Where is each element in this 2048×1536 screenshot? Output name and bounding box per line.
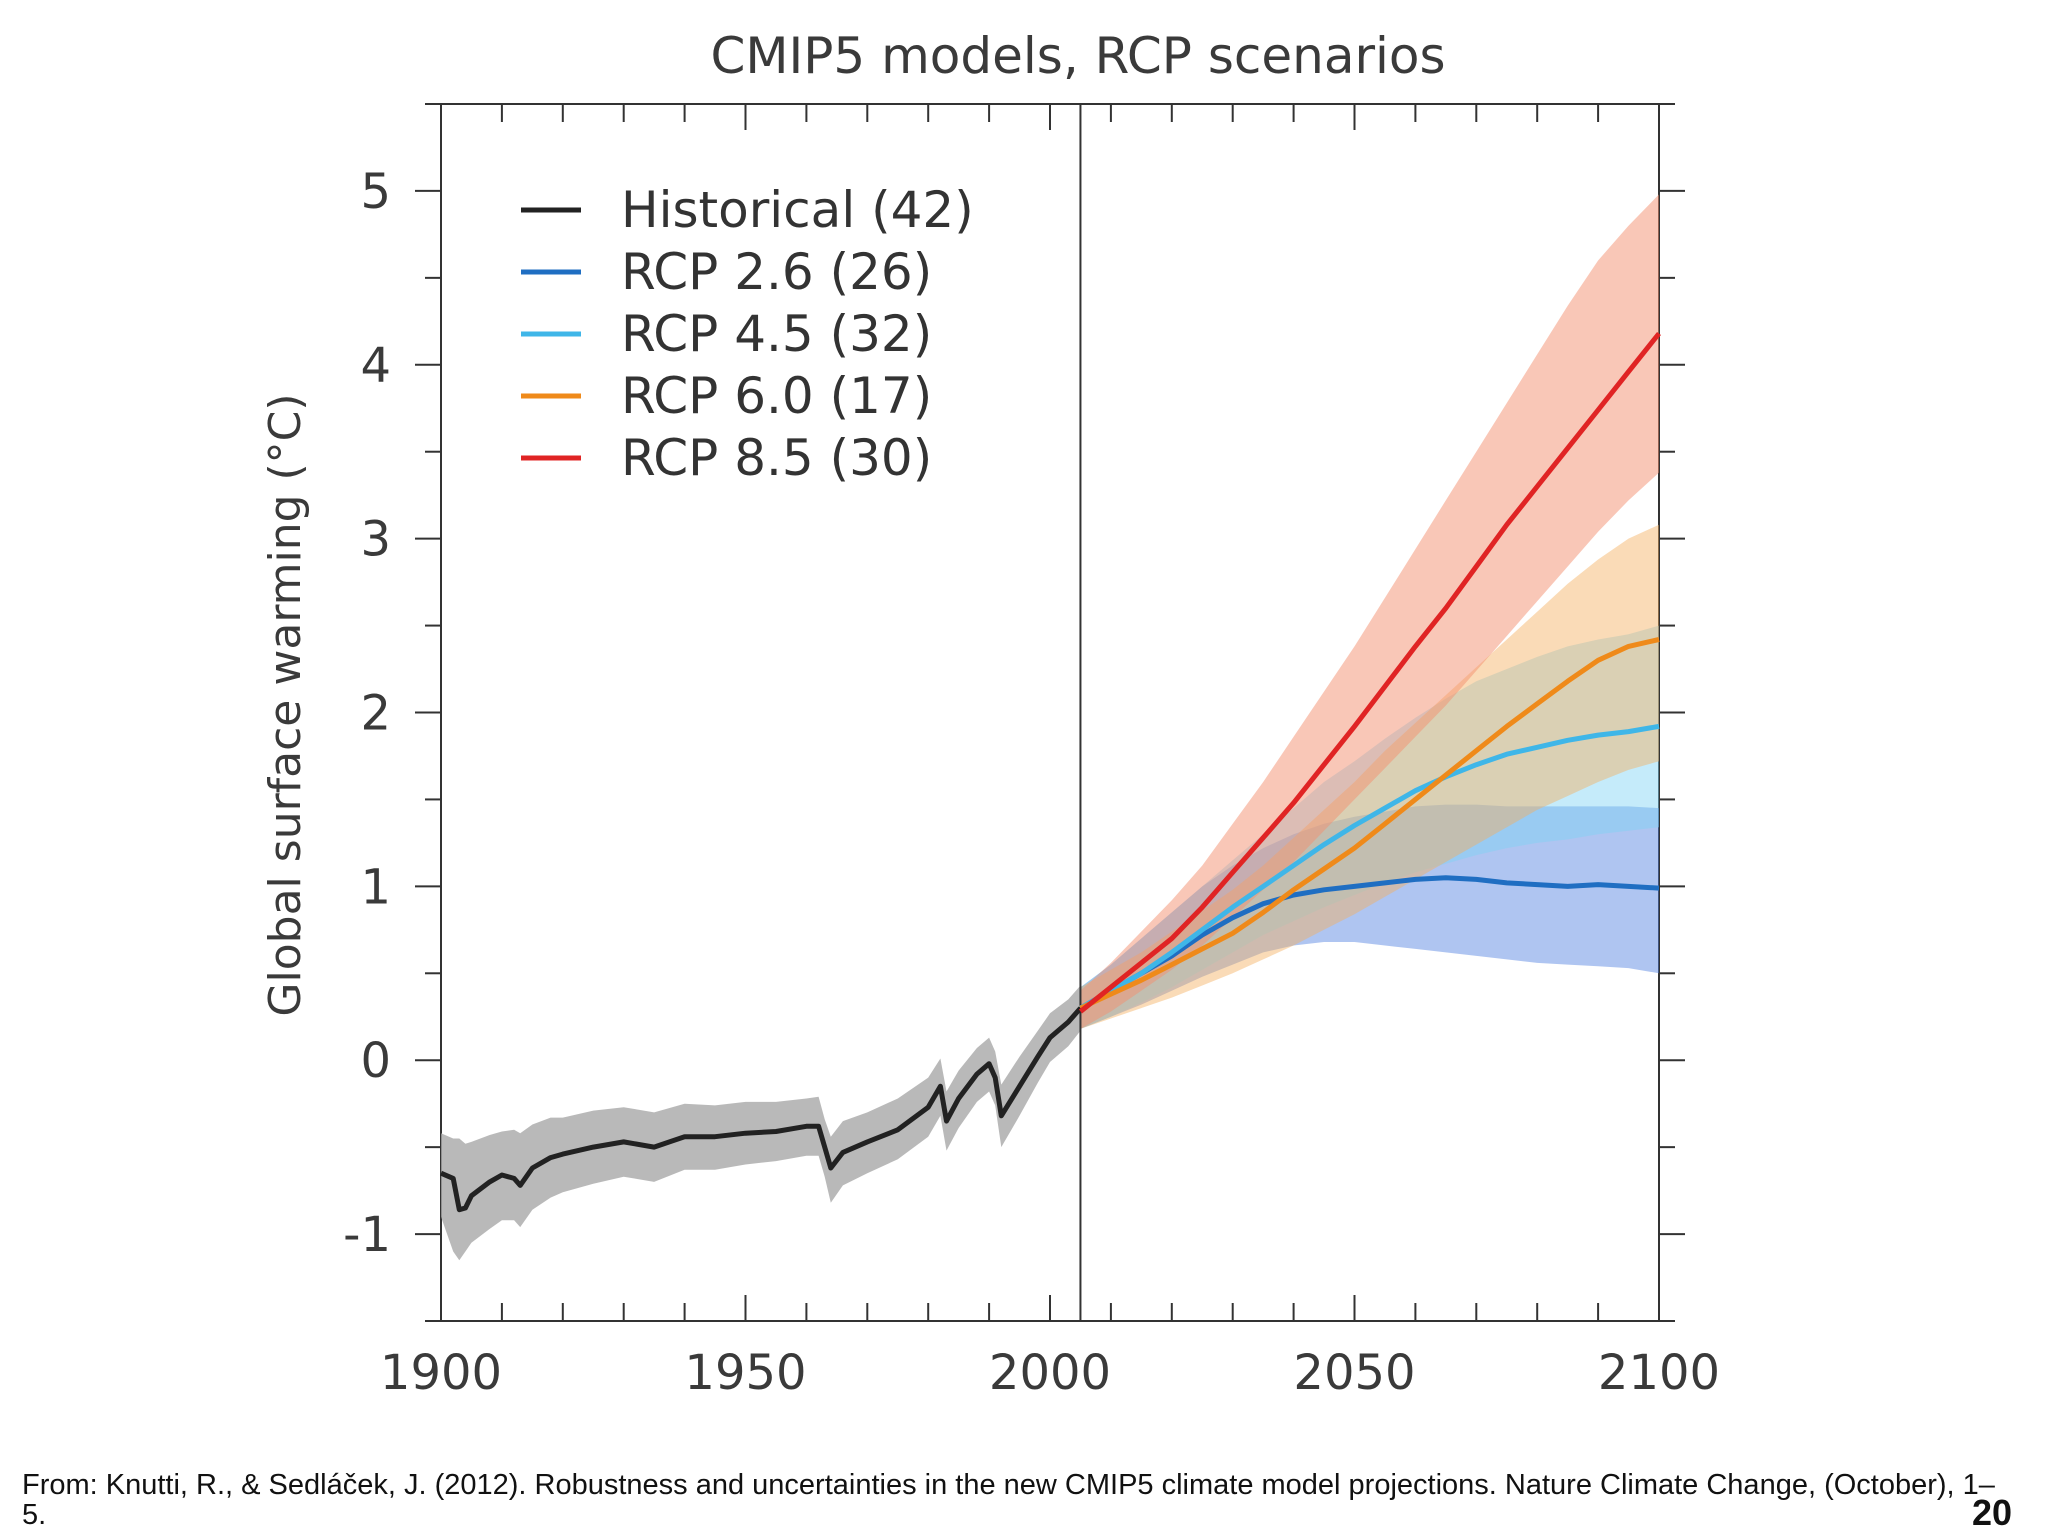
legend-label-4: RCP 8.5 (30): [621, 429, 932, 487]
legend: Historical (42)RCP 2.6 (26)RCP 4.5 (32)R…: [521, 181, 974, 487]
series-line-2: [1079, 723, 1660, 1011]
y-tick-label: 1: [360, 859, 391, 915]
y-tick-label: 5: [360, 164, 391, 220]
series-line-0: [440, 1006, 1083, 1213]
legend-label-3: RCP 6.0 (17): [621, 367, 932, 425]
series-line-4: [1078, 331, 1661, 1014]
y-tick-label: 0: [360, 1033, 391, 1089]
x-tick-label: 2000: [989, 1345, 1111, 1401]
plot-area: 1900 1950 2000 2050 2100 -1 0 1 2 3 4 5: [343, 103, 1720, 1401]
chart-title: CMIP5 models, RCP scenarios: [710, 27, 1445, 85]
series-line-1: [1079, 875, 1660, 1011]
legend-label-2: RCP 4.5 (32): [621, 305, 932, 363]
y-tick-label: -1: [343, 1207, 391, 1263]
y-tick-label: 2: [360, 686, 391, 742]
x-tick-label: 2100: [1598, 1345, 1720, 1401]
legend-label-1: RCP 2.6 (26): [621, 243, 932, 301]
uncertainty-band-1: [1080, 804, 1659, 1029]
x-tick-label: 1950: [684, 1345, 806, 1401]
series-line-3: [1079, 637, 1660, 1011]
uncertainty-band-0: [441, 985, 1081, 1261]
y-tick-label: 4: [360, 338, 391, 394]
citation: From: Knutti, R., & Sedláček, J. (2012).…: [22, 1469, 1995, 1531]
y-tick-label: 3: [360, 512, 391, 568]
legend-label-0: Historical (42): [621, 181, 974, 239]
uncertainty-band-2: [1080, 625, 1659, 1029]
x-tick-label: 2050: [1293, 1345, 1415, 1401]
page-number: 20: [1971, 1492, 2012, 1533]
y-axis-label: Global surface warming (°C): [260, 393, 311, 1016]
uncertainty-band-4: [1080, 194, 1659, 1029]
x-tick-label: 1900: [380, 1345, 502, 1401]
